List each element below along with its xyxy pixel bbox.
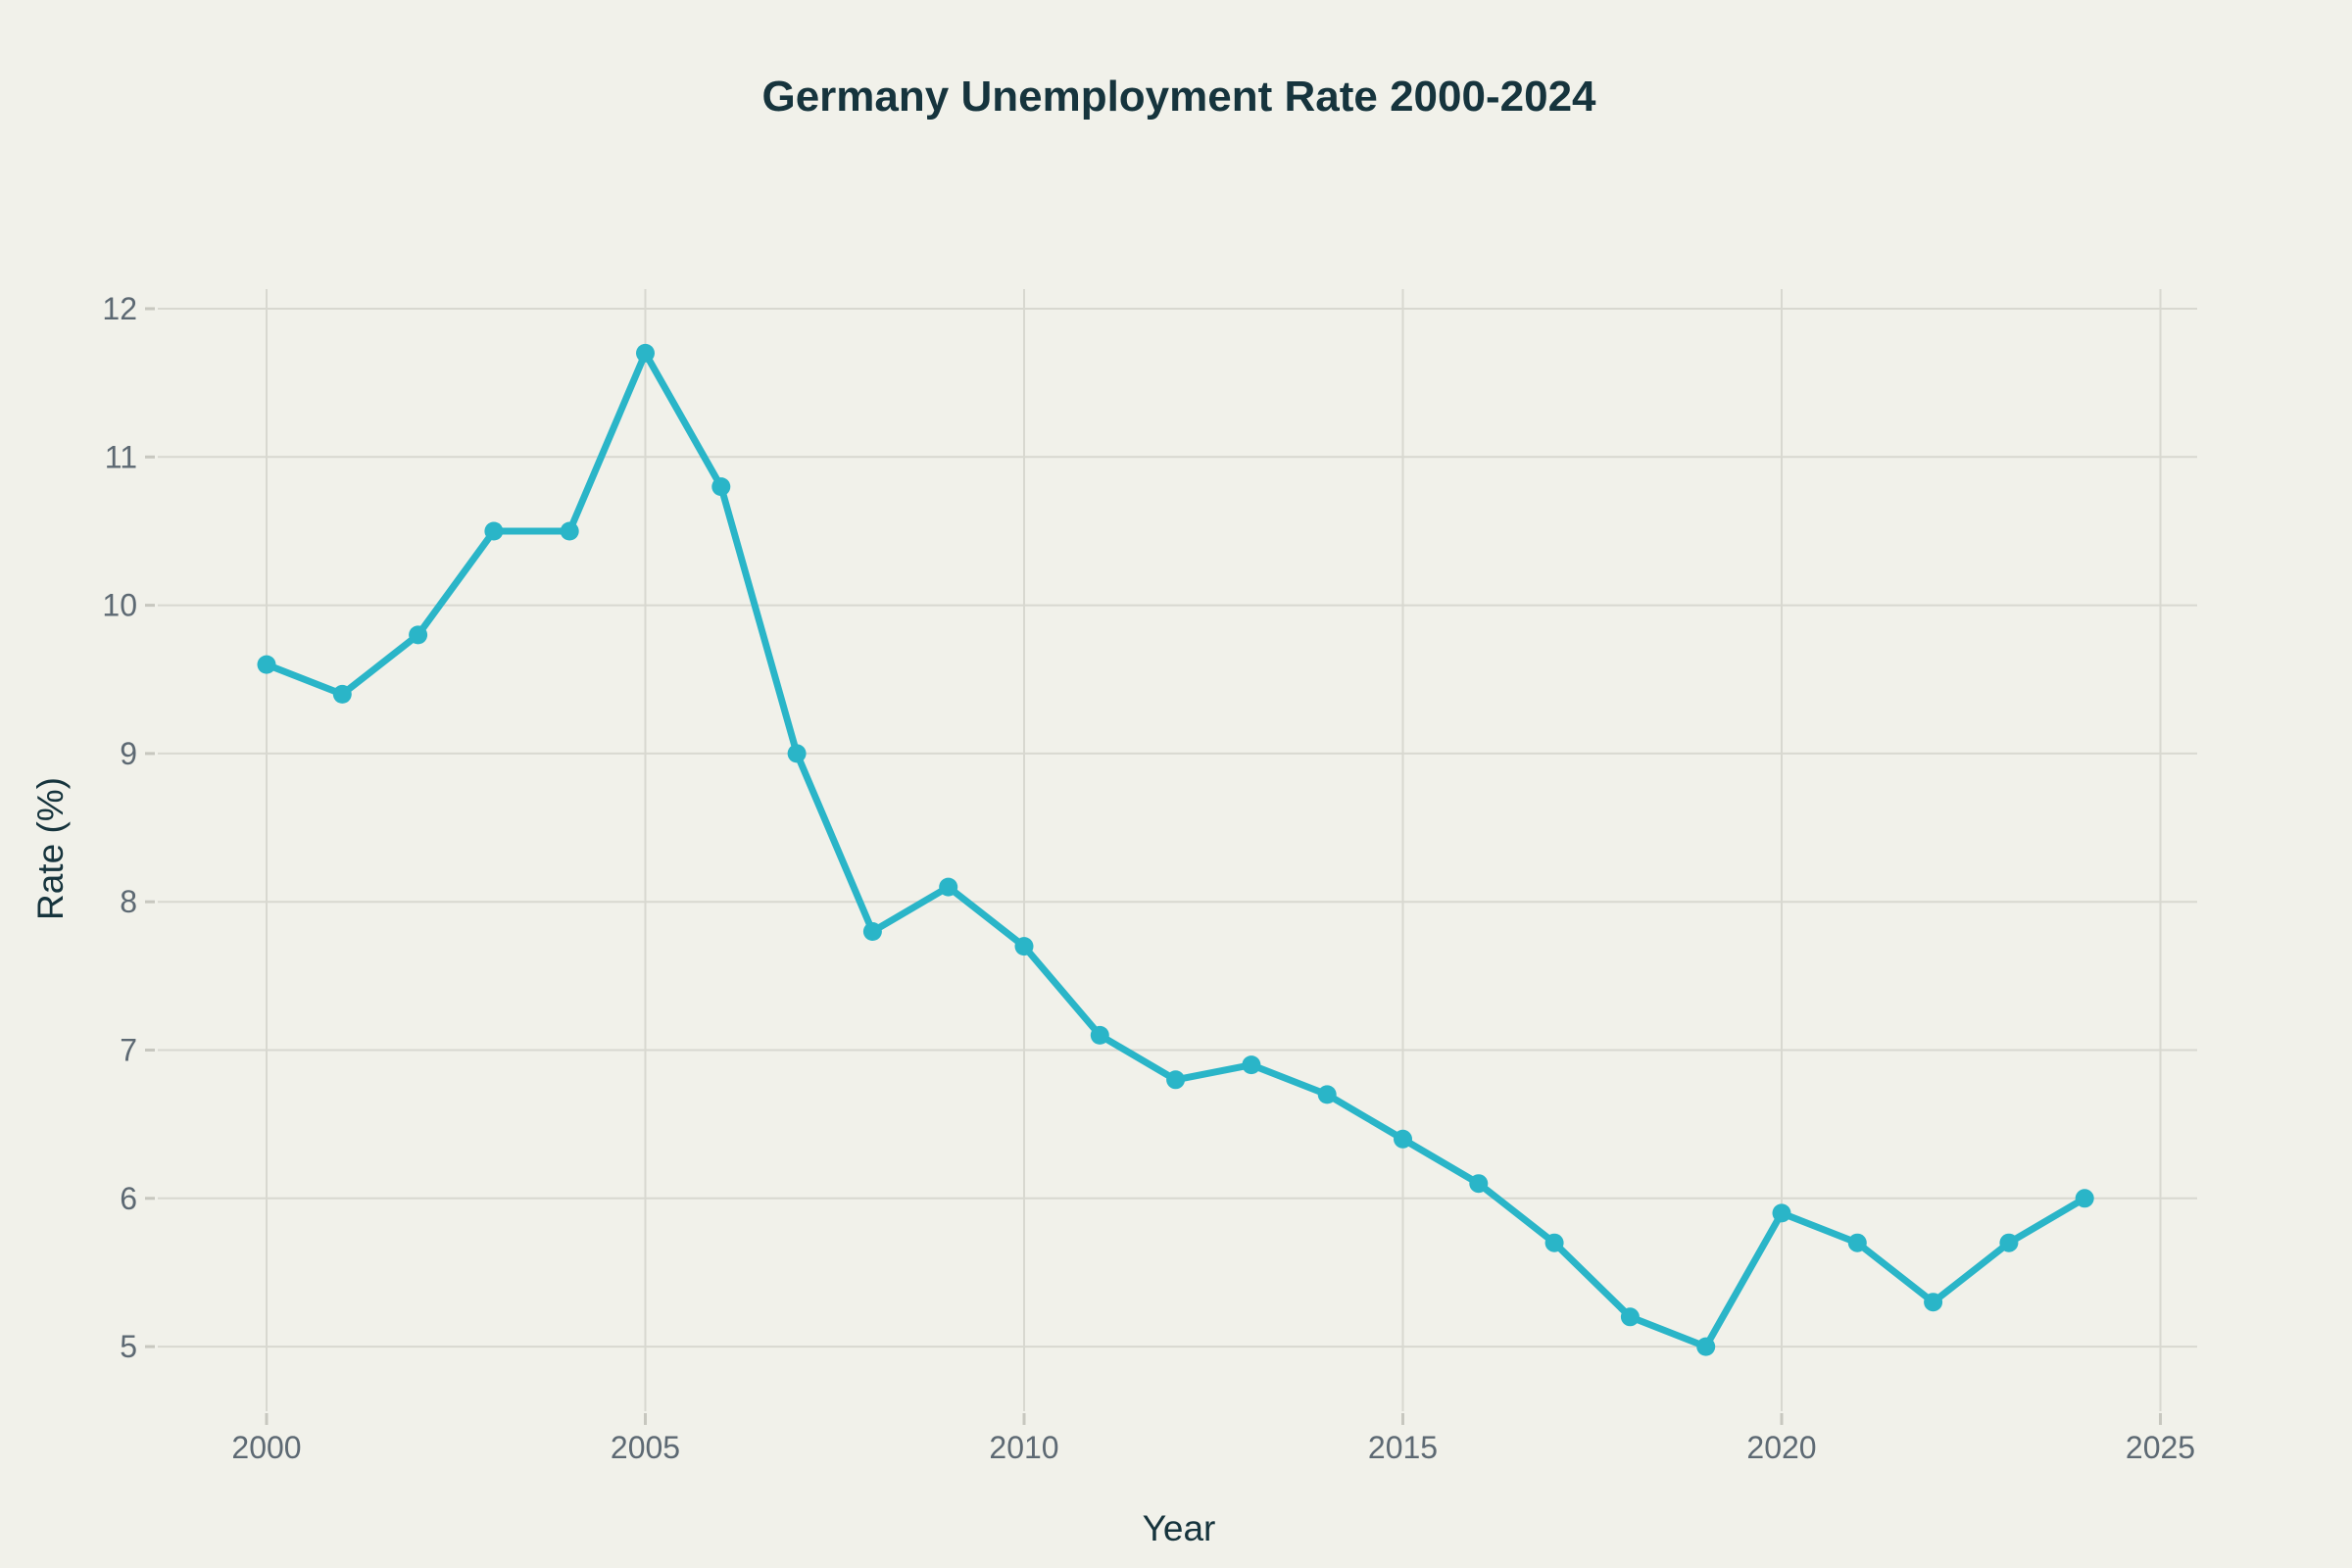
data-point xyxy=(1847,1233,1867,1252)
data-point xyxy=(1544,1233,1564,1252)
x-tick-label: 2010 xyxy=(989,1430,1058,1465)
data-point xyxy=(939,877,958,897)
y-tick-label: 7 xyxy=(120,1033,137,1068)
data-point xyxy=(1620,1307,1640,1327)
x-tick-label: 2000 xyxy=(231,1430,301,1465)
data-point xyxy=(2075,1189,2094,1208)
data-point xyxy=(862,922,882,941)
data-point xyxy=(409,625,428,645)
y-tick-label: 6 xyxy=(120,1181,137,1216)
y-tick-label: 11 xyxy=(105,439,137,474)
x-tick-label: 2025 xyxy=(2126,1430,2195,1465)
data-point xyxy=(1166,1070,1186,1090)
data-point xyxy=(484,521,504,541)
data-point xyxy=(1090,1025,1109,1045)
data-point xyxy=(1394,1129,1412,1149)
data-point xyxy=(257,655,276,674)
y-tick-label: 8 xyxy=(120,884,137,919)
data-point xyxy=(1014,937,1034,956)
data-point xyxy=(1242,1055,1261,1075)
data-point xyxy=(332,684,352,704)
data-point xyxy=(1999,1233,2019,1252)
data-point xyxy=(560,521,579,541)
x-tick-label: 2015 xyxy=(1368,1430,1438,1465)
data-point xyxy=(1772,1203,1791,1223)
data-point xyxy=(787,744,807,763)
x-tick-label: 2005 xyxy=(611,1430,680,1465)
y-tick-label: 9 xyxy=(120,736,137,771)
y-tick-label: 12 xyxy=(102,291,137,326)
y-tick-label: 5 xyxy=(120,1329,137,1364)
data-point xyxy=(636,343,655,363)
data-point xyxy=(711,477,731,497)
x-axis-title: Year xyxy=(1142,1508,1216,1548)
data-point xyxy=(1469,1174,1489,1194)
data-point xyxy=(1317,1085,1337,1104)
chart-title: Germany Unemployment Rate 2000-2024 xyxy=(761,73,1596,121)
y-tick-label: 10 xyxy=(102,588,137,623)
data-point xyxy=(1696,1337,1716,1356)
data-point xyxy=(1924,1293,1943,1312)
x-tick-label: 2020 xyxy=(1746,1430,1816,1465)
